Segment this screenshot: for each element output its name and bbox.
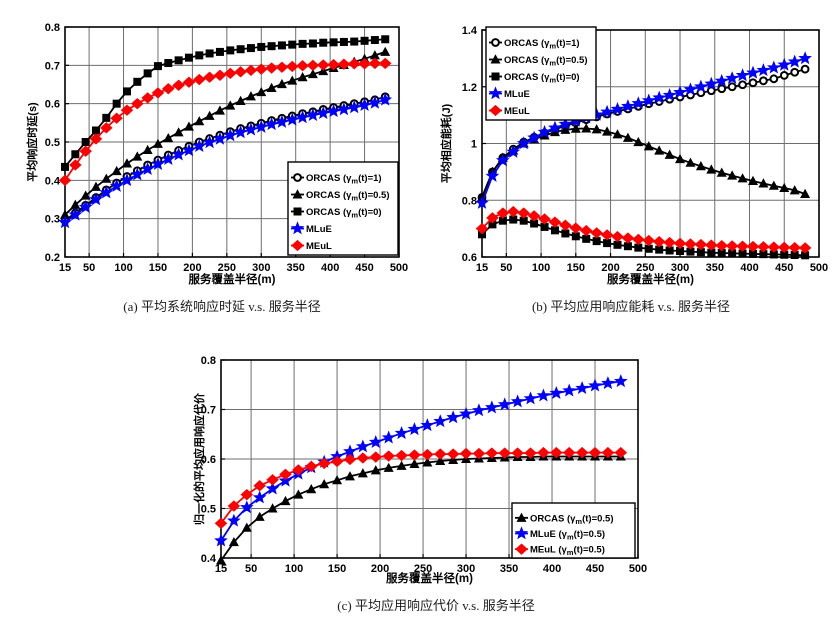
y-tick-label: 0.6 <box>45 99 60 111</box>
legend-label: ORCAS (γm(t)=0.5) <box>306 190 390 203</box>
x-tick-label: 250 <box>414 563 432 575</box>
x-tick-label: 350 <box>706 262 724 274</box>
x-tick-label: 300 <box>457 563 475 575</box>
y-tick-label: 0.6 <box>462 252 477 264</box>
x-tick-label: 500 <box>390 262 408 274</box>
chart-a-caption: (a) 平均系统响应时延 v.s. 服务半径 <box>123 299 321 314</box>
series-orcas-m-t-0- <box>478 215 810 260</box>
x-tick-label: 15 <box>59 262 71 274</box>
x-tick-label: 200 <box>371 563 389 575</box>
series-mlue <box>58 92 393 229</box>
y-tick-label: 0.5 <box>45 137 60 149</box>
x-tick-label: 450 <box>775 262 793 274</box>
x-tick-label: 250 <box>636 262 654 274</box>
chart-c-canvas: 15 50 100 150 200 250 300 350 400 450 500 0.4 0.5 0.6… <box>192 355 647 585</box>
x-tick-label: 150 <box>567 262 585 274</box>
y-tick-label: 0.5 <box>201 504 216 516</box>
x-tick-label: 350 <box>500 563 518 575</box>
chart-a-canvas: 15 50 100 150 200 250 300 350 400 450 500 0.2 0.3 0.4… <box>25 22 408 286</box>
chart-c-caption: (c) 平均应用响应代价 v.s. 服务半径 <box>337 598 535 613</box>
x-tick-label: 200 <box>601 262 619 274</box>
x-tick-label: 200 <box>183 262 201 274</box>
x-tick-label: 300 <box>671 262 689 274</box>
y-tick-label: 0.4 <box>45 175 61 187</box>
y-tick-label: 1 <box>471 139 477 151</box>
series-meul <box>475 205 812 254</box>
x-axis-label: 服务覆盖半径(m) <box>189 272 276 286</box>
x-tick-label: 350 <box>287 262 305 274</box>
y-tick-label: 1.2 <box>462 82 477 94</box>
legend-label: ORCAS (γm(t)=1) <box>504 38 580 51</box>
x-tick-label: 150 <box>149 262 167 274</box>
legend-label: ORCAS (γm(t)=0) <box>504 72 580 85</box>
x-tick-label: 50 <box>245 563 257 575</box>
series-meul-m-t-0-5- <box>214 446 628 530</box>
y-tick-label: 0.6 <box>201 454 216 466</box>
chart-b-canvas: 15 50 100 150 200 250 300 350 400 450 500 0.6 0.8 1 1.… <box>439 25 828 286</box>
y-axis-label: 平均相应能耗(J) <box>439 103 453 183</box>
y-axis-label: 归一化的平均应用响应代价 <box>192 392 206 525</box>
legend-label: MLuE <box>306 224 332 235</box>
legend-label: MEuL <box>504 106 530 117</box>
series-mlue <box>475 51 812 209</box>
legend-label: MEuL <box>306 241 332 252</box>
x-tick-label: 250 <box>218 262 236 274</box>
x-tick-label: 500 <box>629 563 647 575</box>
tick-labels: 15 50 100 150 200 250 300 350 400 450 500 0.4 0.5 0.6… <box>201 355 647 575</box>
y-tick-label: 1.4 <box>462 25 478 37</box>
x-tick-label: 50 <box>83 262 95 274</box>
x-axis-label: 服务覆盖半径(m) <box>607 272 694 286</box>
series-mlue-m-t-0-5- <box>214 374 628 547</box>
tick-labels: 15 50 100 150 200 250 300 350 400 450 500 0.6 0.8 1 1.… <box>462 25 828 274</box>
x-axis-label: 服务覆盖半径(m) <box>386 571 473 585</box>
x-tick-label: 50 <box>500 262 512 274</box>
series-orcas-m-t-0- <box>61 35 390 171</box>
tick-labels: 15 50 100 150 200 250 300 350 400 450 500 0.2 0.3 0.4… <box>45 22 408 274</box>
chart-b-caption: (b) 平均应用响应能耗 v.s. 服务半径 <box>531 299 731 314</box>
x-tick-label: 150 <box>328 563 346 575</box>
legend-label: ORCAS (γm(t)=0) <box>306 207 382 220</box>
y-tick-label: 0.7 <box>201 405 216 417</box>
x-tick-label: 15 <box>476 262 488 274</box>
legend-label: MEuL (γm(t)=0.5) <box>530 545 605 558</box>
x-tick-label: 15 <box>215 563 227 575</box>
x-tick-label: 450 <box>586 563 604 575</box>
legend: ORCAS (γm(t)=1) ORCAS (γm(t)=0.5) ORCAS (γ… <box>287 161 399 256</box>
series-meul <box>58 57 392 187</box>
y-tick-label: 0.8 <box>45 22 60 34</box>
legend: ORCAS (γm(t)=1) ORCAS (γm(t)=0.5) ORCAS (γ… <box>485 26 597 121</box>
x-tick-label: 100 <box>532 262 550 274</box>
chart-b: 15 50 100 150 200 250 300 350 400 450 500 0.6 0.8 1 1.… <box>415 0 835 315</box>
x-tick-label: 400 <box>740 262 758 274</box>
legend-label: MLuE (γm(t)=0.5) <box>530 529 605 542</box>
x-tick-label: 400 <box>321 262 339 274</box>
y-axis-label: 平均响应时延(s) <box>25 102 39 182</box>
x-tick-label: 500 <box>810 262 828 274</box>
y-tick-label: 0.3 <box>45 214 60 226</box>
legend-label: ORCAS (γm(t)=0.5) <box>530 513 614 526</box>
legend-label: MLuE <box>504 89 530 100</box>
x-tick-label: 100 <box>285 563 303 575</box>
x-tick-label: 400 <box>543 563 561 575</box>
y-tick-label: 0.7 <box>45 60 60 72</box>
legend-label: ORCAS (γm(t)=0.5) <box>504 55 588 68</box>
y-tick-label: 0.4 <box>201 553 217 565</box>
y-tick-label: 0.2 <box>45 252 60 264</box>
legend: ORCAS (γm(t)=0.5) MLuE (γm(t)=0.5) MEuL (γ… <box>511 502 636 559</box>
legend-label: ORCAS (γm(t)=1) <box>306 173 382 186</box>
y-tick-label: 0.8 <box>462 195 477 207</box>
series-orcas-m-t-0-5- <box>477 123 811 202</box>
y-tick-label: 0.8 <box>201 355 216 367</box>
x-tick-label: 300 <box>252 262 270 274</box>
chart-c: 15 50 100 150 200 250 300 350 400 450 500 0.4 0.5 0.6… <box>190 343 650 614</box>
chart-a: 15 50 100 150 200 250 300 350 400 450 500 0.2 0.3 0.4… <box>0 0 420 315</box>
x-tick-label: 450 <box>355 262 373 274</box>
x-tick-label: 100 <box>114 262 132 274</box>
